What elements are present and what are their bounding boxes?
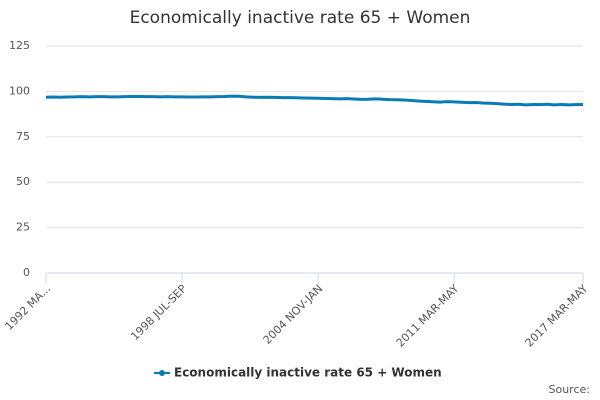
- data-line: [45, 94, 584, 107]
- legend-marker: [159, 370, 165, 376]
- chart-title: Economically inactive rate 65 + Women: [130, 8, 471, 28]
- y-tick-label: 25: [16, 221, 30, 234]
- legend-label: Economically inactive rate 65 + Women: [174, 366, 442, 380]
- y-tick-label: 75: [16, 130, 30, 143]
- x-tick-label: 2011 MAR-MAY: [394, 282, 462, 350]
- x-tick-label: 1992 MA...: [2, 282, 53, 333]
- y-tick-label: 100: [9, 84, 30, 97]
- source: Source:: [549, 383, 591, 396]
- x-tick-label: 2017 MAR-MAY: [523, 282, 591, 350]
- x-tick-label: 1998 JUL-SEP: [128, 282, 189, 343]
- y-tick-label: 50: [16, 175, 30, 188]
- x-tick-label: 2004 NOV-JAN: [261, 282, 326, 347]
- y-tick-label: 125: [9, 39, 30, 52]
- y-tick-label: 0: [23, 266, 30, 279]
